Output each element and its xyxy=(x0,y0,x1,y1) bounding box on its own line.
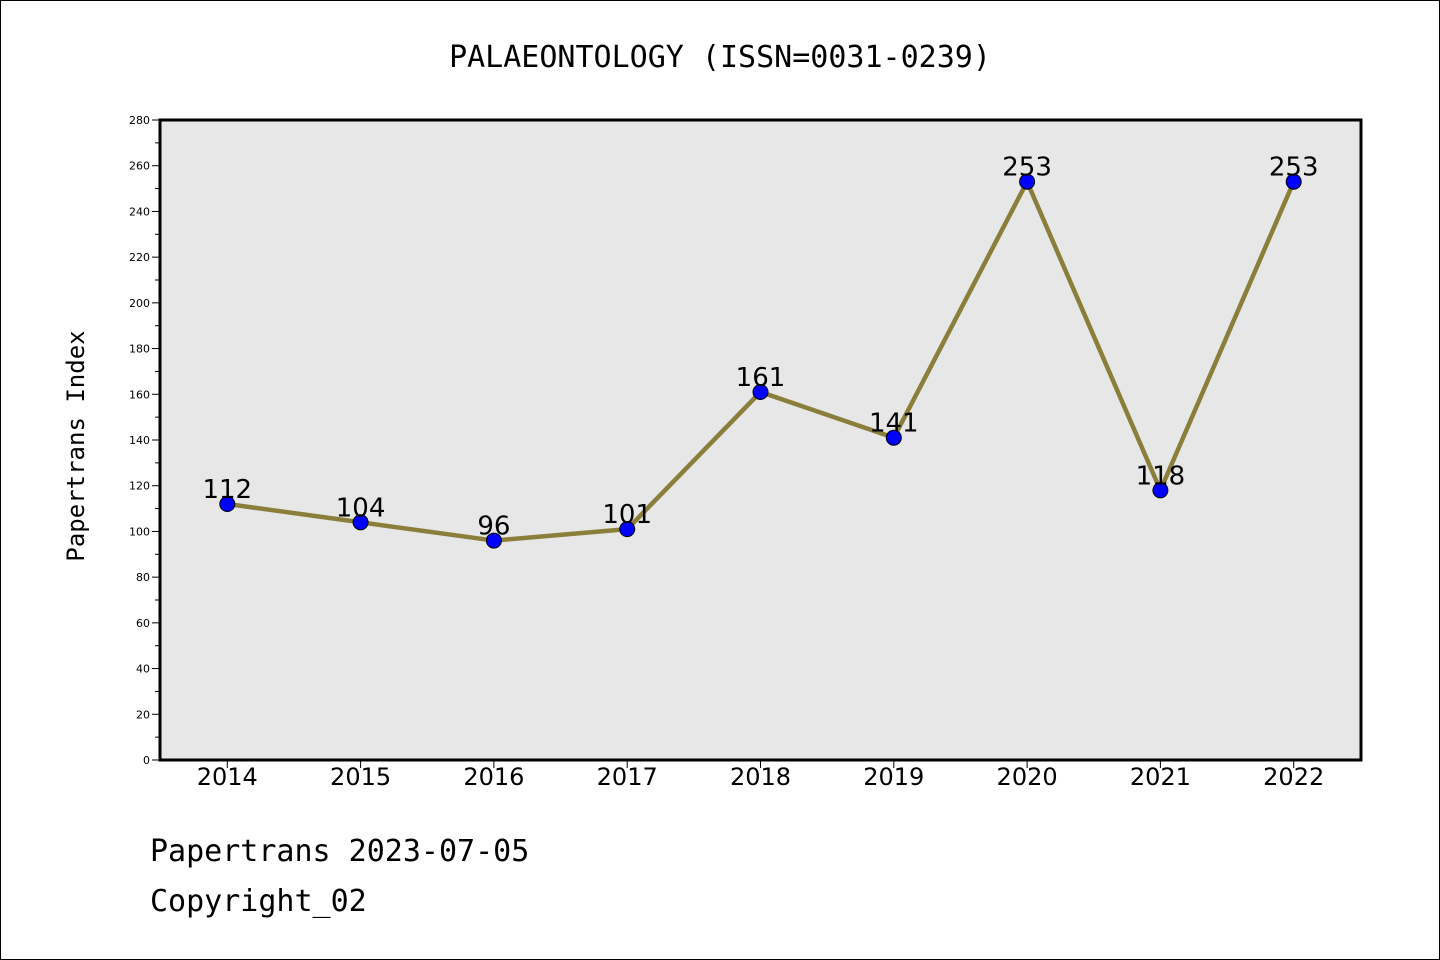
chart-title: PALAEONTOLOGY (ISSN=0031-0239) xyxy=(449,40,991,75)
y-tick-label: 280 xyxy=(129,114,150,127)
data-point xyxy=(1019,173,1036,190)
y-tick-label: 240 xyxy=(129,205,150,218)
data-label: 112 xyxy=(202,475,252,505)
footer-date: Papertrans 2023-07-05 xyxy=(150,834,530,869)
y-tick-label: 20 xyxy=(136,708,150,721)
data-label: 253 xyxy=(1269,153,1319,183)
data-label: 96 xyxy=(477,512,510,542)
x-tick-label: 2019 xyxy=(863,763,924,791)
y-tick-label: 160 xyxy=(129,388,150,401)
y-tick-label: 40 xyxy=(136,663,150,676)
y-tick-label: 100 xyxy=(129,525,150,538)
data-point xyxy=(485,532,502,549)
x-axis-ticks: 2014 2015 2016 2017 2018 2019 2020 2021 2022 xyxy=(197,760,1324,791)
data-label: 104 xyxy=(336,493,386,523)
x-tick-label: 2020 xyxy=(997,763,1058,791)
series xyxy=(219,173,1302,549)
x-tick-label: 2021 xyxy=(1130,763,1191,791)
data-labels: 112 104 96 101 161 141 253 118 253 xyxy=(202,153,1318,542)
y-tick-label: 80 xyxy=(136,571,150,584)
data-label: 141 xyxy=(869,409,919,439)
data-point xyxy=(219,496,236,512)
x-tick-label: 2022 xyxy=(1263,763,1324,791)
x-tick-label: 2014 xyxy=(197,763,258,791)
data-label: 161 xyxy=(736,363,786,393)
y-axis-label: Papertrans Index xyxy=(62,330,90,561)
data-label: 101 xyxy=(602,500,652,530)
y-tick-label: 260 xyxy=(129,160,150,173)
data-label: 253 xyxy=(1002,153,1052,183)
y-tick-label: 200 xyxy=(129,297,150,310)
data-point xyxy=(1152,482,1169,499)
data-point xyxy=(752,384,769,400)
data-point xyxy=(1285,173,1302,190)
x-tick-label: 2018 xyxy=(730,763,791,791)
y-tick-label: 0 xyxy=(143,754,150,767)
data-point xyxy=(885,429,902,446)
y-tick-label: 180 xyxy=(129,343,150,356)
data-label: 118 xyxy=(1136,461,1186,491)
x-tick-label: 2015 xyxy=(330,763,391,791)
data-point xyxy=(619,521,636,538)
y-tick-label: 140 xyxy=(129,434,150,447)
data-point xyxy=(352,514,369,531)
y-tick-label: 60 xyxy=(136,617,150,630)
plot-area xyxy=(158,118,1363,762)
x-tick-label: 2017 xyxy=(597,763,658,791)
y-axis-ticks: 0 20 40 60 80 100 120 140 160 180 200 220 240 260 280 xyxy=(129,114,160,767)
y-tick-label: 220 xyxy=(129,251,150,264)
y-tick-label: 120 xyxy=(129,480,150,493)
x-tick-label: 2016 xyxy=(463,763,524,791)
footer-copyright: Copyright_02 xyxy=(150,884,367,919)
